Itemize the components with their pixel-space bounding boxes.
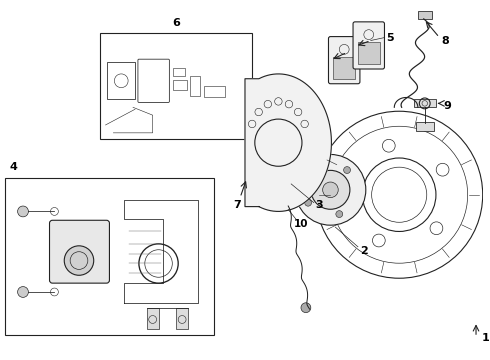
Text: 2: 2 bbox=[360, 246, 368, 256]
Bar bbox=[418, 11, 432, 19]
Circle shape bbox=[264, 100, 271, 108]
Circle shape bbox=[294, 108, 302, 116]
Circle shape bbox=[323, 182, 338, 198]
Circle shape bbox=[18, 287, 28, 297]
Circle shape bbox=[295, 154, 366, 225]
Bar bbox=[284, 170, 291, 184]
Circle shape bbox=[311, 170, 350, 209]
Text: 5: 5 bbox=[387, 32, 394, 42]
Text: 7: 7 bbox=[233, 199, 241, 210]
Text: 6: 6 bbox=[172, 18, 180, 28]
Text: 3: 3 bbox=[316, 199, 323, 210]
Bar bbox=[107, 62, 135, 99]
Circle shape bbox=[18, 206, 28, 217]
Bar bbox=[99, 33, 252, 139]
Circle shape bbox=[301, 120, 308, 128]
Bar bbox=[190, 76, 200, 95]
Bar bbox=[173, 68, 185, 76]
Text: 4: 4 bbox=[9, 162, 17, 172]
Circle shape bbox=[255, 108, 263, 116]
FancyBboxPatch shape bbox=[328, 37, 360, 84]
Circle shape bbox=[311, 167, 318, 174]
Bar bbox=[204, 86, 225, 98]
Bar bbox=[176, 308, 188, 329]
FancyBboxPatch shape bbox=[353, 22, 385, 69]
Bar bbox=[173, 80, 187, 90]
Bar bbox=[333, 57, 355, 79]
Circle shape bbox=[343, 167, 350, 174]
Text: 1: 1 bbox=[482, 333, 490, 343]
Circle shape bbox=[305, 199, 312, 206]
Circle shape bbox=[248, 120, 256, 128]
Circle shape bbox=[275, 98, 282, 105]
Text: 8: 8 bbox=[441, 36, 449, 45]
Bar bbox=[416, 122, 434, 131]
Bar bbox=[5, 178, 214, 335]
Circle shape bbox=[285, 100, 293, 108]
Polygon shape bbox=[245, 74, 331, 211]
Bar bbox=[147, 308, 159, 329]
Bar bbox=[358, 42, 380, 64]
Circle shape bbox=[255, 119, 302, 166]
Bar bbox=[414, 99, 436, 107]
Text: 10: 10 bbox=[294, 219, 309, 229]
Circle shape bbox=[301, 303, 311, 312]
FancyBboxPatch shape bbox=[49, 220, 109, 283]
Circle shape bbox=[336, 211, 343, 217]
Circle shape bbox=[64, 246, 94, 275]
Text: 9: 9 bbox=[443, 101, 451, 111]
